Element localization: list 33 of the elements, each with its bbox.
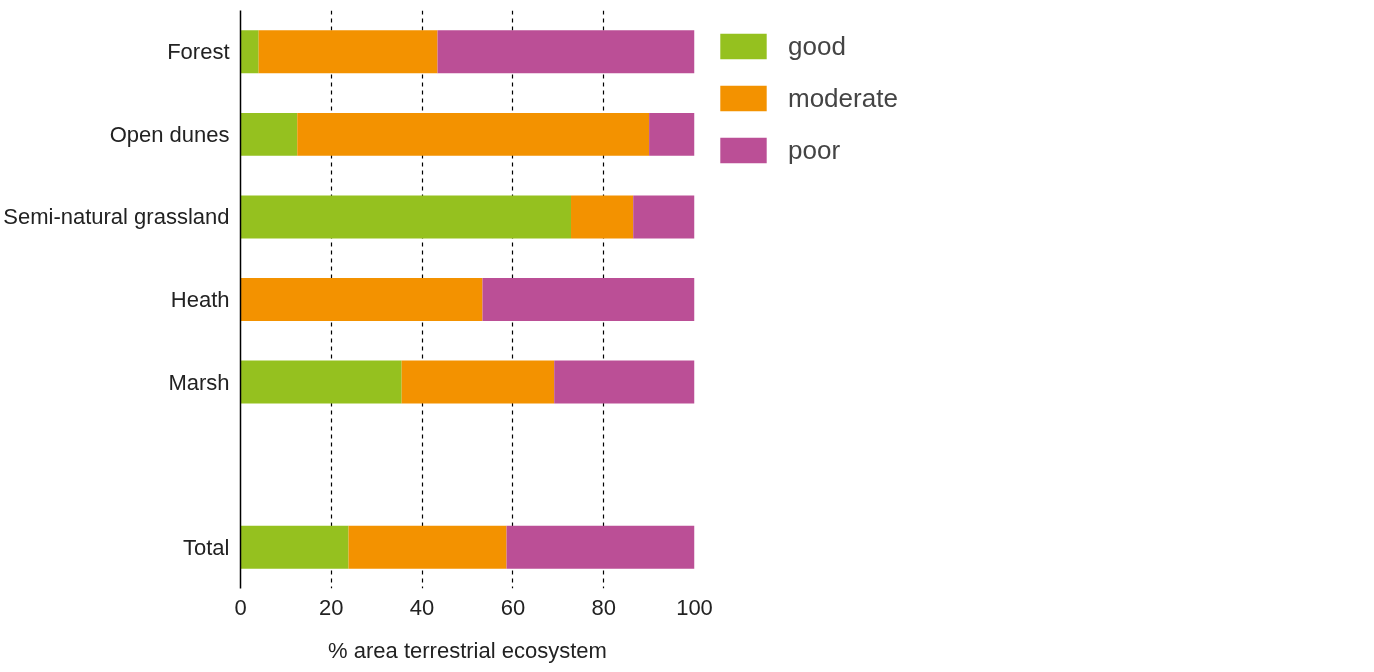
- bar: [649, 112, 695, 156]
- y-tick-label: Open dunes: [109, 121, 230, 147]
- y-tick-label: Semi-natural grassland: [3, 204, 230, 230]
- bar: [633, 195, 695, 239]
- legend-label: good: [788, 30, 846, 62]
- x-tick-label: 100: [676, 594, 713, 620]
- bar: [240, 195, 572, 239]
- x-tick-label: 80: [591, 594, 616, 620]
- x-tick-label: 60: [500, 594, 526, 620]
- bar: [258, 30, 438, 74]
- bar: [437, 30, 695, 74]
- bar: [240, 112, 298, 156]
- x-axis-title: % area terrestrial ecosystem: [328, 637, 607, 663]
- bar: [554, 360, 695, 404]
- bar: [348, 525, 507, 569]
- y-tick-label: Heath: [170, 287, 230, 312]
- bar: [240, 30, 259, 74]
- x-tick-label: 20: [319, 594, 344, 620]
- x-tick-label: 0: [234, 594, 247, 620]
- bar: [240, 360, 402, 404]
- bar: [482, 278, 695, 321]
- bar: [571, 195, 634, 239]
- bar: [401, 360, 555, 404]
- bar: [297, 112, 650, 156]
- legend-label: poor: [788, 134, 841, 166]
- bar: [240, 278, 483, 321]
- bar: [506, 525, 695, 569]
- x-tick-label: 40: [409, 594, 435, 620]
- y-tick-label: Total: [183, 534, 230, 560]
- bar: [240, 525, 349, 569]
- legend-label: moderate: [788, 82, 898, 114]
- y-tick-label: Forest: [167, 39, 230, 65]
- y-tick-label: Marsh: [168, 369, 230, 395]
